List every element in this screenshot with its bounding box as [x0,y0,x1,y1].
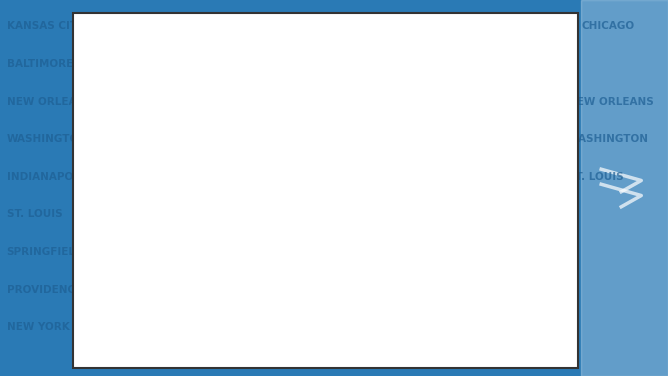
Polygon shape [136,124,170,204]
Text: WASHINGTON: WASHINGTON [7,134,88,144]
Text: TAMPA: TAMPA [347,353,381,362]
Polygon shape [372,151,540,351]
Text: KANSAS CITY: KANSAS CITY [7,21,84,31]
Polygon shape [431,111,465,130]
Polygon shape [423,57,440,111]
Text: ST. LOUIS: ST. LOUIS [568,172,623,182]
Polygon shape [296,191,330,231]
Polygon shape [581,0,668,376]
Polygon shape [153,84,186,137]
Polygon shape [321,44,405,151]
Polygon shape [372,111,498,258]
Legend: Sinkhole hotspots, Carbonate (limestone) bedrock, Evaporite (gypsum and salt) be: Sinkhole hotspots, Carbonate (limestone)… [78,308,240,363]
Text: CHICAGO: CHICAGO [581,21,635,31]
Polygon shape [440,164,473,191]
Polygon shape [405,84,431,111]
Polygon shape [465,97,490,111]
Polygon shape [203,44,254,97]
Polygon shape [355,57,405,111]
Text: NEW ORLEANS: NEW ORLEANS [7,97,92,106]
Text: NEW ORLEANS: NEW ORLEANS [568,97,653,106]
Text: ST. LOUIS: ST. LOUIS [7,209,62,219]
Text: WASHINGTON: WASHINGTON [568,134,649,144]
Text: SPRINGFIELD: SPRINGFIELD [7,247,84,257]
Polygon shape [389,151,473,204]
Polygon shape [144,57,186,111]
Text: DENVER: DENVER [267,353,309,362]
Text: SAN ANTONIO: SAN ANTONIO [414,353,486,362]
Polygon shape [102,124,144,204]
Text: PROVIDENCE: PROVIDENCE [7,285,82,294]
Polygon shape [161,30,246,191]
Polygon shape [86,30,136,124]
Polygon shape [279,151,313,177]
Polygon shape [246,204,288,271]
Text: INDIANAPOLIS: INDIANAPOLIS [7,172,91,182]
Text: NEW YORK CITY: NEW YORK CITY [7,322,99,332]
Polygon shape [220,84,254,137]
Polygon shape [393,70,405,127]
Polygon shape [389,44,566,137]
Polygon shape [79,30,566,358]
Text: SEATTLE: SEATTLE [167,353,210,362]
Text: BALTIMORE: BALTIMORE [7,59,73,69]
Polygon shape [288,177,338,244]
